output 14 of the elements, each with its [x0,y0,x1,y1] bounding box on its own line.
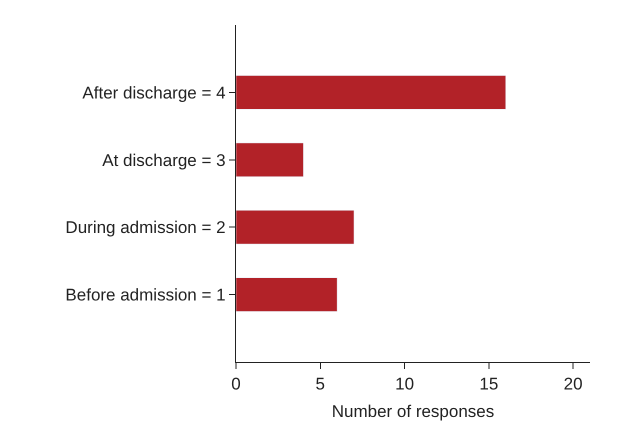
x-axis-title: Number of responses [332,402,494,421]
x-tick-label: 5 [316,374,326,394]
bar [236,278,338,312]
x-tick-label: 10 [395,374,414,394]
y-tick-label: During admission = 2 [65,218,226,238]
y-tick-label: After discharge = 4 [82,83,226,102]
x-tick-label: 15 [479,374,498,394]
bar [236,142,304,177]
y-tick-label: Before admission = 1 [65,286,226,305]
y-tick-label: At discharge = 3 [102,150,226,170]
bar [236,210,354,244]
x-tick-label: 0 [231,374,241,394]
x-tick-label: 20 [564,374,583,394]
bar [236,75,506,110]
